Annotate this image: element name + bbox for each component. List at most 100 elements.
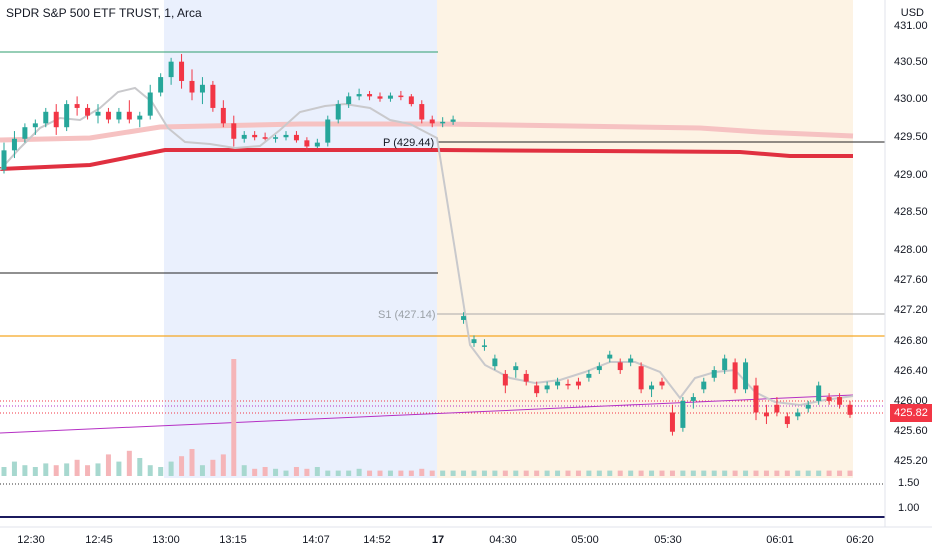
volume-bar <box>659 470 665 476</box>
volume-bar <box>617 470 623 476</box>
candle-body <box>325 119 331 143</box>
volume-group <box>1 359 853 476</box>
candle-body <box>826 397 832 401</box>
volume-bar <box>544 470 550 476</box>
price-tick: 428.00 <box>894 244 928 256</box>
volume-bar <box>502 470 508 476</box>
volume-bar <box>607 470 613 476</box>
volume-bar <box>1 467 7 476</box>
volume-bar <box>816 470 822 476</box>
time-tick: 06:20 <box>846 534 874 546</box>
volume-bar <box>85 465 91 476</box>
candle-body <box>367 94 373 97</box>
volume-bar <box>826 470 832 476</box>
volume-bar <box>210 459 216 476</box>
candle-body <box>816 385 822 401</box>
time-axis[interactable]: 12:30 12:45 13:00 13:15 14:07 14:52 17 0… <box>17 534 874 546</box>
candle-body <box>262 137 268 139</box>
candle-body <box>711 370 717 378</box>
candle-body <box>314 142 320 147</box>
volume-bar <box>304 468 310 476</box>
volume-bar <box>189 449 195 476</box>
ma-red-line <box>0 148 853 171</box>
candle-body <box>231 123 237 139</box>
volume-bar <box>763 470 769 476</box>
candle-body <box>669 412 675 432</box>
candle-body <box>293 134 299 141</box>
candle-body <box>784 416 790 425</box>
candle-body <box>179 61 185 81</box>
volume-bar <box>158 467 164 476</box>
candle-body <box>241 134 247 139</box>
volume-bar <box>356 468 362 476</box>
candle-body <box>638 366 644 390</box>
volume-bar <box>377 470 383 476</box>
time-tick: 14:07 <box>302 534 330 546</box>
chart-title: SPDR S&P 500 ETF TRUST, 1, Arca <box>6 6 202 20</box>
candle-body <box>74 104 80 108</box>
time-tick: 04:30 <box>489 534 517 546</box>
candle-body <box>189 80 195 93</box>
candle-body <box>450 119 456 122</box>
price-tick: 427.60 <box>894 274 928 286</box>
price-tick: 429.00 <box>894 169 928 181</box>
time-tick-day: 17 <box>432 534 444 546</box>
volume-bar <box>461 470 467 476</box>
trend-line <box>0 394 854 434</box>
volume-bar <box>481 470 487 476</box>
candle-body <box>105 111 111 120</box>
volume-bar <box>147 465 153 476</box>
candle-body <box>199 84 205 93</box>
volume-bar <box>74 459 80 476</box>
candle-body <box>763 412 769 417</box>
candle-body <box>408 96 414 105</box>
volume-bar <box>387 470 393 476</box>
volume-bar <box>837 470 843 476</box>
volume-bar <box>335 470 341 476</box>
candle-body <box>335 104 341 120</box>
candle-body <box>805 404 811 409</box>
volume-bar <box>105 454 111 476</box>
currency-label: USD <box>900 7 924 19</box>
price-tick: 425.20 <box>894 455 928 467</box>
candle-body <box>743 362 749 390</box>
candle-body <box>596 366 602 371</box>
indicator-tick: 1.50 <box>898 477 919 489</box>
volume-bar <box>513 470 519 476</box>
volume-bar <box>555 470 561 476</box>
candle-body <box>11 138 17 151</box>
volume-bar <box>690 470 696 476</box>
candle-body <box>1 150 7 170</box>
candle-body <box>147 92 153 116</box>
volume-bar <box>325 470 331 476</box>
candle-body <box>795 412 801 417</box>
time-tick: 13:15 <box>219 534 247 546</box>
volume-bar <box>252 468 258 476</box>
volume-bar <box>419 468 425 476</box>
volume-bar <box>168 461 174 476</box>
candle-body <box>429 119 435 124</box>
candle-body <box>22 127 28 139</box>
volume-bar <box>293 467 299 476</box>
candle-body <box>701 381 707 390</box>
candle-body <box>461 316 467 320</box>
candle-body <box>732 362 738 390</box>
candle-body <box>252 134 258 138</box>
volume-bar <box>596 470 602 476</box>
candle-body <box>544 385 550 390</box>
price-axis[interactable]: 431.00 430.50 430.00 429.50 429.00 428.5… <box>894 20 928 514</box>
volume-bar <box>398 470 404 476</box>
volume-bar <box>220 454 226 476</box>
candles-group <box>1 53 853 436</box>
session-bg-blue <box>164 0 437 478</box>
volume-bar <box>805 470 811 476</box>
candle-body <box>837 397 843 405</box>
candle-body <box>659 381 665 386</box>
time-tick: 12:45 <box>85 534 113 546</box>
candle-body <box>116 111 122 120</box>
volume-bar <box>11 461 17 476</box>
volume-bar <box>367 470 373 476</box>
candle-body <box>847 404 853 415</box>
candle-body <box>168 61 174 78</box>
